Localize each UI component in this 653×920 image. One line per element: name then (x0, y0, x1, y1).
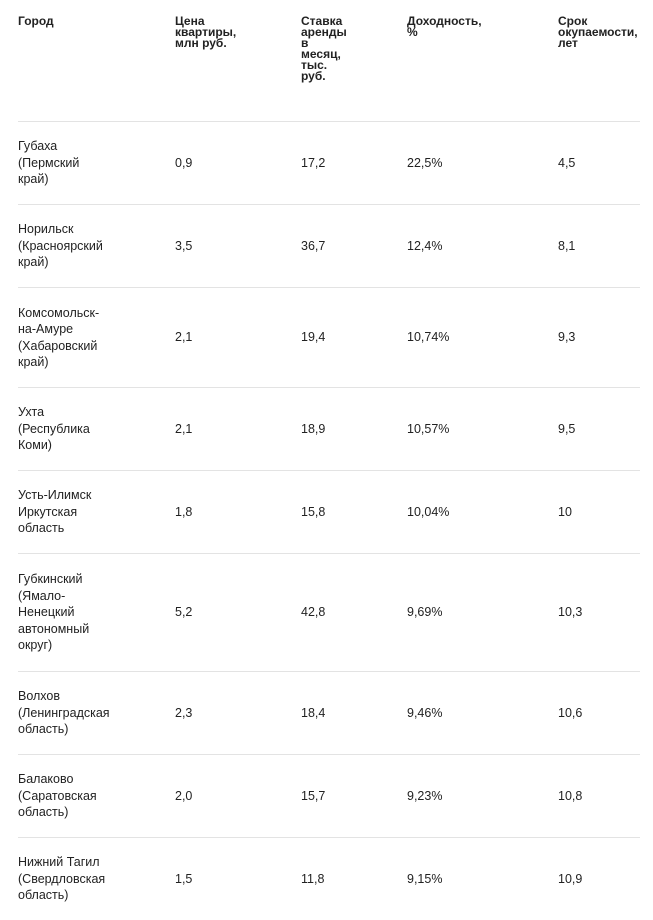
price-cell: 0,9 (175, 155, 193, 170)
payback-cell: 10,8 (558, 788, 583, 803)
table-row: Норильск (Красноярский край) 3,5 36,7 12… (18, 205, 640, 288)
table-row: Комсомольск- на-Амуре (Хабаровский край)… (18, 288, 640, 388)
table-row: Губаха (Пермский край) 0,9 17,2 22,5% 4,… (18, 122, 640, 205)
yield-cell: 12,4% (407, 238, 443, 253)
table-row: Ухта (Республика Коми) 2,1 18,9 10,57% 9… (18, 388, 640, 471)
profitability-table: Город Цена квартиры, млн руб. Ставка аре… (18, 0, 640, 920)
city-cell: Ухта (Республика Коми) (18, 405, 90, 453)
price-cell: 2,1 (175, 421, 193, 436)
city-cell: Губкинский (Ямало- Ненецкий автономный о… (18, 572, 90, 653)
header-price: Цена квартиры, млн руб. (175, 14, 237, 50)
city-cell: Норильск (Красноярский край) (18, 222, 103, 270)
payback-cell: 9,3 (558, 330, 576, 345)
payback-cell: 10,3 (558, 605, 583, 620)
payback-cell: 9,5 (558, 421, 576, 436)
rent-cell: 11,8 (301, 871, 325, 886)
header-city: Город (18, 14, 54, 28)
rent-cell: 18,4 (301, 705, 326, 720)
header-rent: Ставка аренды в месяц, тыс. руб. (301, 14, 347, 83)
payback-cell: 10,9 (558, 871, 583, 886)
header-payback: Срок окупаемости, лет (558, 14, 638, 50)
payback-cell: 4,5 (558, 155, 576, 170)
payback-cell: 8,1 (558, 238, 576, 253)
table-row: Балаково (Саратовская область) 2,0 15,7 … (18, 755, 640, 838)
payback-cell: 10,6 (558, 705, 583, 720)
header-yield: Доходность, % (407, 14, 482, 39)
price-cell: 1,5 (175, 871, 193, 886)
price-cell: 2,1 (175, 330, 193, 345)
rent-cell: 36,7 (301, 238, 326, 253)
city-cell: Балаково (Саратовская область) (18, 772, 97, 820)
table-row: Нижний Тагил (Свердловская область) 1,5 … (18, 838, 640, 920)
table-row: Волхов (Ленинградская область) 2,3 18,4 … (18, 672, 640, 755)
yield-cell: 9,69% (407, 605, 443, 620)
rent-cell: 19,4 (301, 330, 326, 345)
price-cell: 2,3 (175, 705, 193, 720)
city-cell: Комсомольск- на-Амуре (Хабаровский край) (18, 305, 100, 370)
price-cell: 3,5 (175, 238, 193, 253)
yield-cell: 9,23% (407, 788, 443, 803)
table-row: Губкинский (Ямало- Ненецкий автономный о… (18, 554, 640, 672)
yield-cell: 22,5% (407, 155, 443, 170)
city-cell: Усть-Илимск Иркутская область (18, 488, 92, 536)
yield-cell: 10,04% (407, 504, 450, 519)
yield-cell: 10,74% (407, 330, 450, 345)
yield-cell: 9,15% (407, 871, 443, 886)
yield-cell: 9,46% (407, 705, 443, 720)
rent-cell: 15,8 (301, 504, 326, 519)
rent-cell: 18,9 (301, 421, 326, 436)
rent-cell: 17,2 (301, 155, 326, 170)
city-cell: Губаха (Пермский край) (18, 139, 80, 187)
table-row: Усть-Илимск Иркутская область 1,8 15,8 1… (18, 471, 640, 554)
table-header: Город Цена квартиры, млн руб. Ставка аре… (18, 0, 640, 122)
rent-cell: 42,8 (301, 605, 326, 620)
city-cell: Нижний Тагил (Свердловская область) (18, 855, 106, 903)
price-cell: 1,8 (175, 504, 193, 519)
payback-cell: 10 (558, 504, 572, 519)
rent-cell: 15,7 (301, 788, 326, 803)
city-cell: Волхов (Ленинградская область) (18, 689, 110, 737)
yield-cell: 10,57% (407, 421, 450, 436)
price-cell: 5,2 (175, 605, 193, 620)
price-cell: 2,0 (175, 788, 193, 803)
